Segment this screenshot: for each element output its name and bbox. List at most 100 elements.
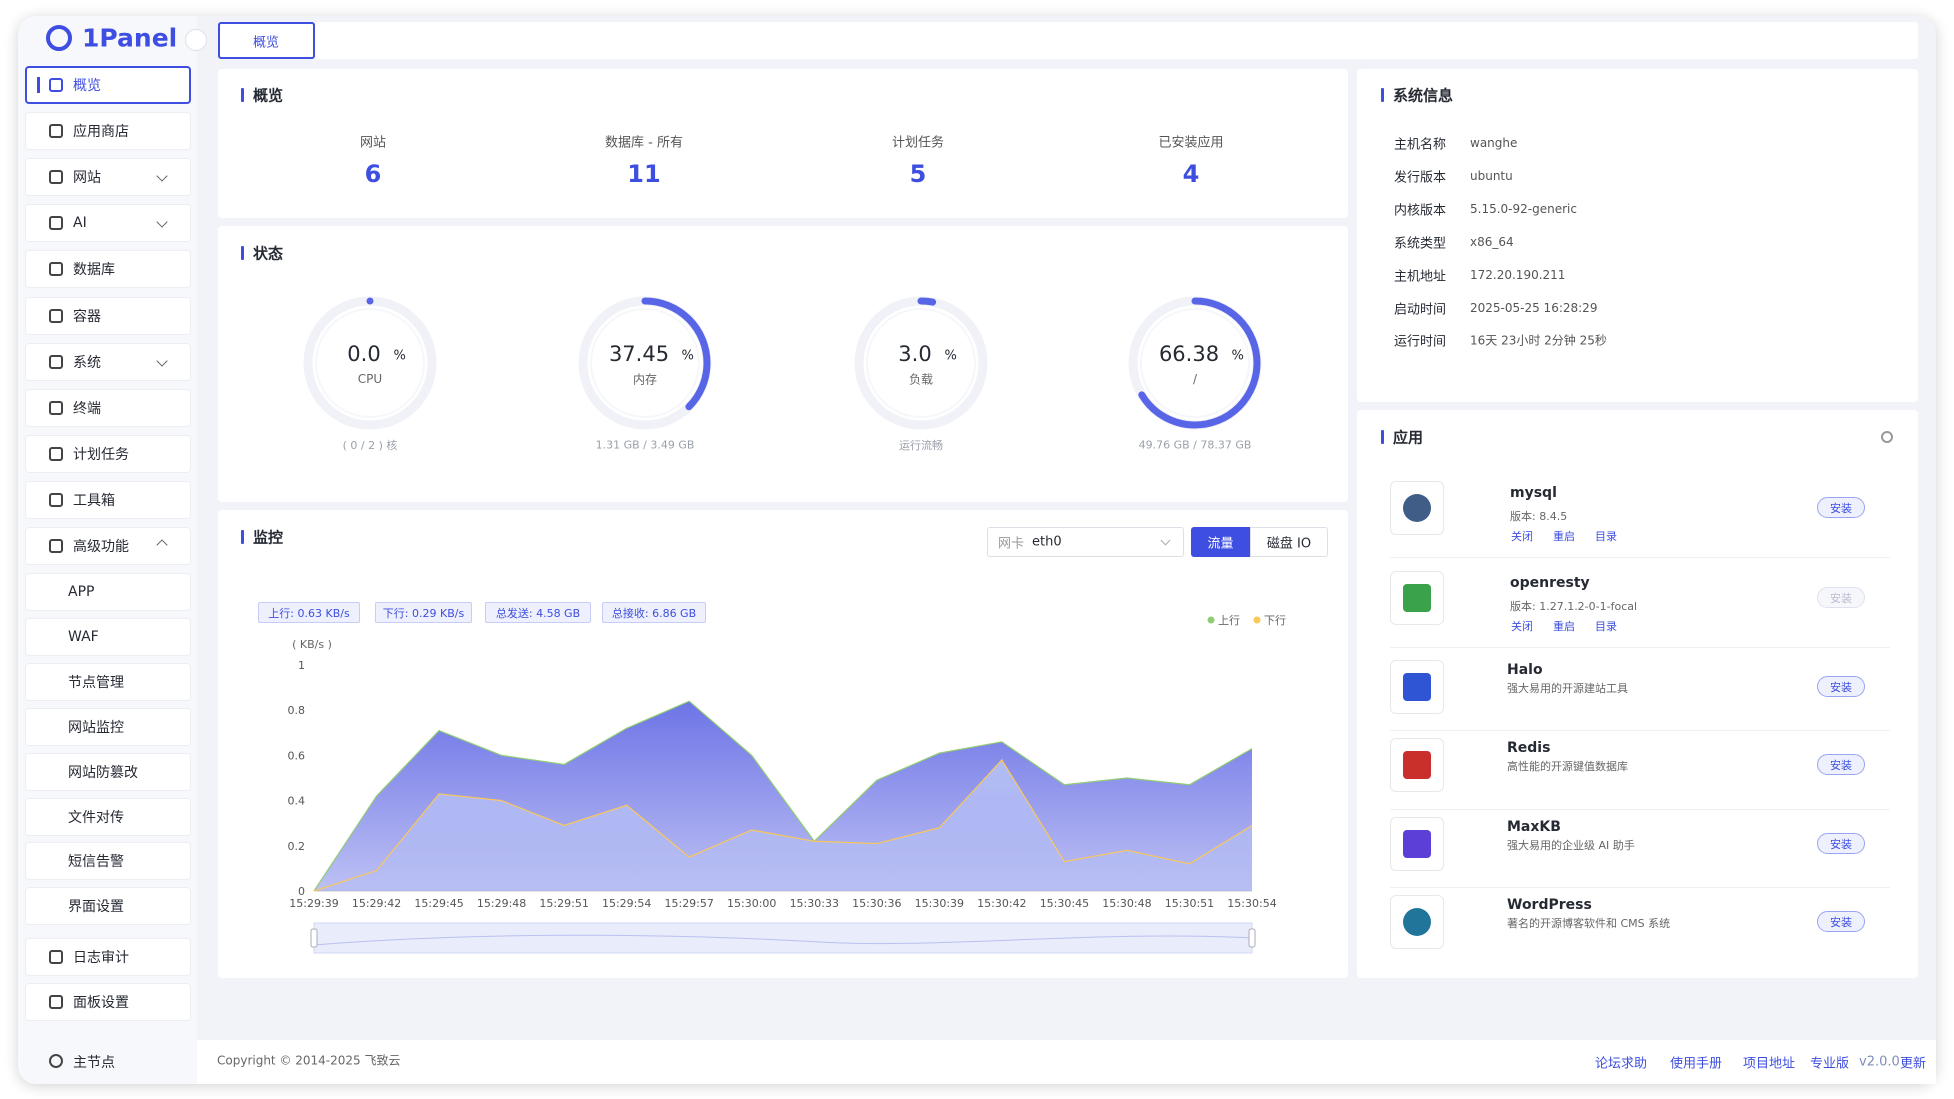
- install-button[interactable]: [1817, 676, 1865, 697]
- install-button[interactable]: [1817, 833, 1865, 854]
- stat-label: 数据库 - 所有: [605, 135, 683, 151]
- app-name[interactable]: WordPress: [1507, 897, 1592, 913]
- select-label[interactable]: 网卡: [998, 536, 1025, 552]
- node-label[interactable]: 主节点: [73, 1055, 115, 1071]
- app-icon: [1403, 494, 1431, 522]
- sidebar-item[interactable]: [25, 983, 191, 1021]
- sidebar-label[interactable]: 界面设置: [68, 899, 124, 916]
- info-label: 启动时间: [1394, 302, 1447, 317]
- sidebar-item[interactable]: [25, 296, 191, 335]
- sidebar-label[interactable]: 高级功能: [73, 539, 129, 555]
- sidebar-item[interactable]: [25, 158, 191, 197]
- app-action[interactable]: 重启: [1553, 620, 1575, 633]
- tab-button[interactable]: [1250, 527, 1328, 557]
- app-action[interactable]: 关闭: [1511, 530, 1533, 543]
- tab-button-label[interactable]: 流量: [1207, 536, 1234, 552]
- sidebar-label[interactable]: 计划任务: [73, 446, 129, 463]
- install-button[interactable]: [1817, 911, 1865, 932]
- app-name[interactable]: openresty: [1510, 575, 1590, 591]
- select-value[interactable]: eth0: [1032, 534, 1062, 550]
- install-label[interactable]: 安装: [1830, 592, 1852, 605]
- stat-value[interactable]: 11: [627, 160, 661, 188]
- sidebar-label[interactable]: 面板设置: [73, 995, 129, 1011]
- sidebar-label[interactable]: 短信告警: [68, 854, 124, 871]
- sidebar-item[interactable]: [25, 797, 191, 836]
- sidebar-label[interactable]: 网站监控: [68, 719, 124, 736]
- app-name[interactable]: Halo: [1507, 662, 1543, 678]
- sidebar-label[interactable]: WAF: [68, 628, 99, 645]
- sidebar-item[interactable]: [25, 707, 191, 746]
- sidebar-label[interactable]: 网站防篡改: [68, 764, 138, 781]
- app-action[interactable]: 关闭: [1511, 620, 1533, 633]
- sidebar-item[interactable]: [25, 938, 191, 976]
- sidebar-label[interactable]: 工具箱: [73, 492, 115, 509]
- app-action[interactable]: 目录: [1595, 620, 1617, 633]
- gauge-detail: 49.76 GB / 78.37 GB: [1138, 438, 1252, 452]
- gauge-inner: [866, 308, 976, 418]
- update[interactable]: 更新: [1900, 1056, 1927, 1072]
- gauge-inner: [315, 308, 425, 418]
- tab-label[interactable]: 概览: [252, 35, 280, 51]
- install-label[interactable]: 安装: [1830, 502, 1852, 515]
- select-box[interactable]: [987, 527, 1184, 557]
- sidebar-label[interactable]: 数据库: [73, 262, 115, 279]
- active-marker: [37, 77, 40, 93]
- sidebar-label[interactable]: 节点管理: [68, 674, 124, 691]
- app-action[interactable]: 重启: [1553, 530, 1575, 543]
- app-name[interactable]: mysql: [1510, 485, 1557, 501]
- sidebar-label[interactable]: 容器: [73, 308, 101, 325]
- app-name[interactable]: Redis: [1507, 740, 1551, 756]
- app-name[interactable]: MaxKB: [1507, 819, 1561, 835]
- tab-button-label[interactable]: 磁盘 IO: [1266, 536, 1312, 552]
- install-label[interactable]: 安装: [1830, 681, 1852, 694]
- sidebar-label[interactable]: 日志审计: [73, 950, 129, 966]
- stat-value[interactable]: 5: [909, 160, 927, 188]
- install-label[interactable]: 安装: [1830, 838, 1852, 851]
- sidebar-item[interactable]: [25, 842, 191, 881]
- app-divider: [1390, 646, 1890, 648]
- sidebar-item[interactable]: [25, 480, 191, 519]
- stat-value[interactable]: 4: [1182, 160, 1200, 188]
- sidebar-label[interactable]: 终端: [73, 400, 101, 417]
- sidebar-item[interactable]: [25, 204, 191, 243]
- app-action[interactable]: 目录: [1595, 530, 1617, 543]
- sidebar-item[interactable]: [25, 527, 191, 565]
- install-button[interactable]: [1817, 587, 1865, 608]
- sidebar-item[interactable]: [25, 388, 191, 427]
- gauge: [1128, 296, 1262, 430]
- sidebar-item[interactable]: [25, 752, 191, 791]
- install-button[interactable]: [1817, 497, 1865, 518]
- footer-link[interactable]: 项目地址: [1743, 1056, 1796, 1072]
- install-label[interactable]: 安装: [1830, 759, 1852, 772]
- install-label[interactable]: 安装: [1830, 916, 1852, 929]
- install-button[interactable]: [1817, 754, 1865, 775]
- sidebar-icon: [49, 170, 63, 185]
- sidebar-item[interactable]: [25, 887, 191, 926]
- settings-icon[interactable]: [1881, 431, 1893, 443]
- sidebar-item[interactable]: [25, 573, 191, 611]
- sidebar-item[interactable]: [25, 250, 191, 289]
- collapse-button[interactable]: [185, 29, 207, 51]
- tab[interactable]: [218, 22, 315, 59]
- stat-value[interactable]: 6: [364, 160, 382, 188]
- footer-link[interactable]: 论坛求助: [1595, 1056, 1648, 1072]
- gauge: [303, 296, 437, 430]
- footer-link[interactable]: 使用手册: [1670, 1056, 1723, 1072]
- sidebar-item[interactable]: [25, 617, 191, 656]
- stat-tag: [258, 602, 360, 623]
- sidebar-label[interactable]: 文件对传: [68, 809, 124, 826]
- sidebar-label[interactable]: APP: [68, 584, 95, 600]
- sidebar-icon: [49, 400, 63, 415]
- sidebar-label[interactable]: 系统: [73, 354, 101, 371]
- sidebar-item[interactable]: [25, 342, 191, 381]
- sidebar-item[interactable]: [25, 662, 191, 701]
- tab-button[interactable]: [1191, 527, 1250, 557]
- sidebar-item[interactable]: [25, 66, 191, 104]
- sidebar-label[interactable]: 概览: [73, 78, 101, 94]
- sidebar-item[interactable]: [25, 112, 191, 151]
- sidebar-label[interactable]: 应用商店: [73, 124, 129, 141]
- sidebar-item[interactable]: [25, 434, 191, 473]
- sidebar-label[interactable]: 网站: [73, 170, 101, 187]
- edition[interactable]: 专业版: [1810, 1056, 1850, 1072]
- sidebar-label[interactable]: AI: [73, 215, 87, 232]
